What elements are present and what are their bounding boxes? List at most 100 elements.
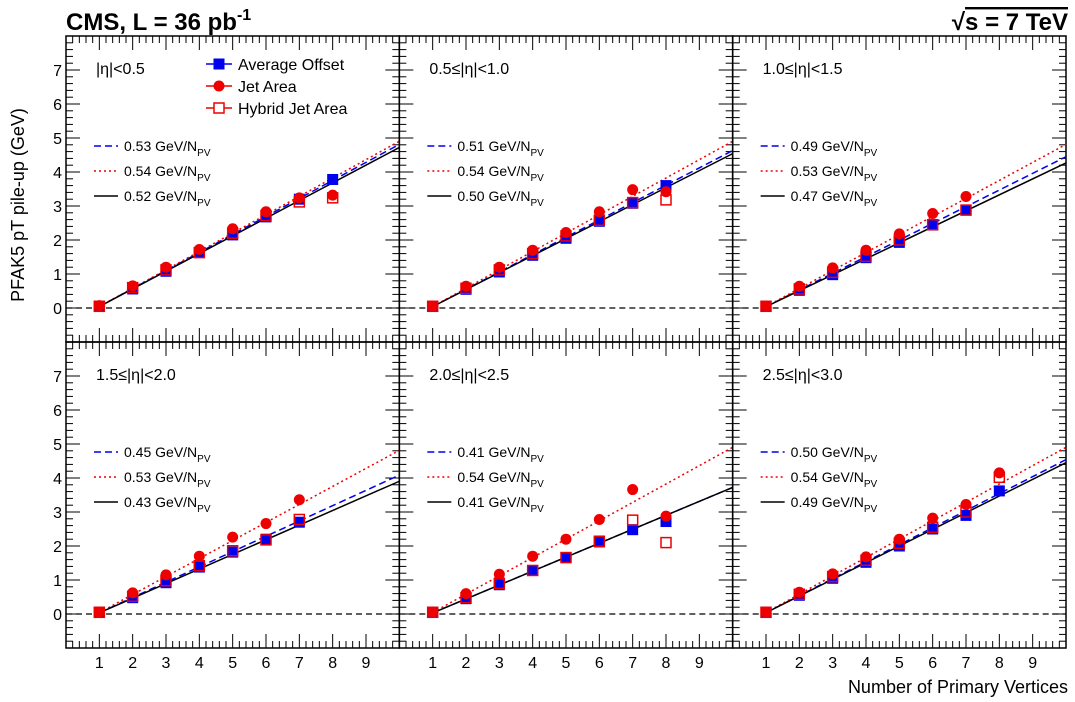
jet-area-point	[327, 189, 339, 201]
jet-area-point	[260, 206, 272, 218]
average-offset-point	[660, 180, 672, 192]
y-tick-label: 1	[53, 573, 62, 590]
jet-area-point	[560, 533, 572, 545]
jet-area-point	[893, 533, 905, 545]
jet-area-point	[193, 550, 205, 562]
legend-entry: Hybrid Jet Area	[238, 101, 347, 118]
x-tick-label: 4	[195, 655, 204, 672]
average-offset-point	[927, 219, 939, 231]
jet-area-point	[660, 510, 672, 522]
average-offset-point	[593, 215, 605, 227]
fit-slope-label: 0.49 GeV/NPV	[791, 494, 878, 515]
hybrid-jet-area-point	[626, 196, 639, 209]
eta-range-label: 2.0≤|η|<2.5	[429, 367, 509, 384]
x-tick-label: 8	[328, 655, 337, 672]
fit-slope-label: 0.43 GeV/NPV	[124, 494, 211, 515]
jet-area-point	[493, 568, 505, 580]
x-tick-label: 1	[95, 655, 104, 672]
legend-jet-area-marker	[213, 80, 225, 92]
jet-area-point	[427, 606, 439, 618]
average-offset-point	[593, 536, 605, 548]
y-tick-label: 5	[53, 437, 62, 454]
jet-area-point	[660, 186, 672, 198]
x-tick-label: 9	[1028, 655, 1037, 672]
average-offset-point	[627, 197, 639, 209]
eta-range-label: 2.5≤|η|<3.0	[763, 367, 843, 384]
hybrid-jet-area-point	[626, 514, 639, 526]
x-tick-label: 6	[595, 655, 604, 672]
jet-area-point	[460, 588, 472, 600]
fit-jet-area-line	[765, 143, 1067, 308]
average-offset-point	[993, 485, 1005, 497]
fit-slope-label: 0.50 GeV/NPV	[457, 188, 544, 209]
average-offset-point	[860, 252, 872, 264]
y-tick-label: 7	[53, 369, 62, 386]
energy-label: √s = 7 TeV	[952, 9, 1068, 36]
eta-range-label: 0.5≤|η|<1.0	[429, 61, 509, 78]
fit-average-offset-line	[99, 474, 400, 614]
x-tick-label: 3	[495, 655, 504, 672]
x-tick-label: 5	[562, 655, 571, 672]
hybrid-jet-area-point	[526, 564, 539, 577]
fit-slope-label: 0.49 GeV/NPV	[791, 138, 878, 159]
jet-area-point	[793, 586, 805, 598]
x-tick-label: 7	[962, 655, 971, 672]
eta-range-label: |η|<0.5	[96, 61, 145, 78]
average-offset-point	[493, 579, 505, 591]
jet-area-point	[127, 587, 139, 599]
jet-area-point	[960, 190, 972, 202]
panel-frame	[398, 35, 734, 343]
average-offset-point	[960, 204, 972, 216]
fit-jet-area-line	[432, 140, 734, 308]
x-tick-label: 3	[828, 655, 837, 672]
jet-area-point	[160, 569, 172, 581]
jet-area-point	[927, 512, 939, 524]
y-tick-label: 2	[53, 539, 62, 556]
fit-hybrid-jet-area-line	[765, 462, 1067, 614]
y-tick-label: 1	[53, 267, 62, 284]
eta-range-label: 1.5≤|η|<2.0	[96, 367, 176, 384]
panels-group: 0 1 2 3 4 5 6 7 |η|<0.5 0.53 GeV/NPV 0.54 GeV/NPV 0…	[53, 35, 1067, 672]
x-tick-label: 8	[662, 655, 671, 672]
jet-area-point	[993, 467, 1005, 479]
fit-slope-label: 0.54 GeV/NPV	[457, 163, 544, 184]
jet-area-point	[293, 192, 305, 204]
jet-area-point	[93, 606, 105, 618]
y-tick-label: 0	[53, 607, 62, 624]
average-offset-point	[293, 516, 305, 528]
jet-area-point	[227, 531, 239, 543]
fit-slope-label: 0.50 GeV/NPV	[791, 444, 878, 465]
jet-area-point	[760, 606, 772, 618]
eta-range-label: 1.0≤|η|<1.5	[763, 61, 843, 78]
jet-area-point	[827, 262, 839, 274]
hybrid-jet-area-point	[593, 535, 606, 547]
jet-area-point	[260, 518, 272, 530]
legend-average-offset-marker	[213, 58, 225, 70]
jet-area-point	[193, 244, 205, 256]
y-tick-label: 0	[53, 301, 62, 318]
jet-area-point	[427, 300, 439, 312]
hybrid-jet-area-point	[926, 218, 939, 231]
hybrid-jet-area-point	[560, 551, 572, 564]
y-tick-label: 7	[53, 63, 62, 80]
x-tick-label: 9	[695, 655, 704, 672]
average-offset-point	[227, 229, 239, 241]
jet-area-point	[860, 551, 872, 563]
jet-area-point	[560, 227, 572, 239]
x-tick-label: 1	[428, 655, 437, 672]
fit-hybrid-jet-area-line	[432, 152, 734, 308]
fit-hybrid-jet-area-line	[98, 146, 400, 308]
fit-jet-area-line	[765, 446, 1067, 614]
x-tick-label: 8	[995, 655, 1004, 672]
jet-area-point	[593, 513, 605, 525]
jet-area-point	[460, 280, 472, 292]
fit-hybrid-jet-area-line	[432, 486, 733, 614]
x-tick-label: 5	[895, 655, 904, 672]
fit-slope-label: 0.53 GeV/NPV	[124, 469, 211, 490]
hybrid-jet-area-point	[660, 536, 672, 549]
jet-area-point	[127, 280, 139, 292]
hybrid-jet-area-point	[260, 534, 272, 546]
y-tick-label: 2	[53, 233, 62, 250]
y-tick-label: 4	[53, 471, 62, 488]
x-tick-label: 9	[362, 655, 371, 672]
